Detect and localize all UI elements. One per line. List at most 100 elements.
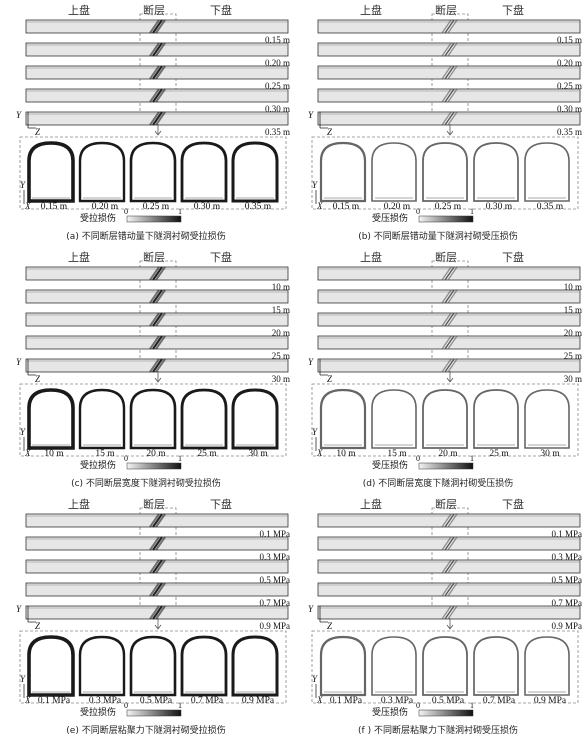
strip-value-label: 0.1 MPa xyxy=(259,529,290,539)
axis-y-label: Y xyxy=(16,604,22,614)
damage-streak xyxy=(155,111,166,126)
arrow-icon xyxy=(154,124,162,136)
axis-y-label: Y xyxy=(16,357,22,367)
legend-colorbar xyxy=(418,215,474,223)
axis-z-label: Z xyxy=(35,621,41,631)
legend-label: 受拉损伤 xyxy=(80,461,117,471)
strip-value-label: 0.9 MPa xyxy=(259,621,290,631)
axis-x-label: X xyxy=(317,448,323,458)
section-value-label: 0.25 m xyxy=(142,202,170,212)
tunnel-cross-section xyxy=(129,388,177,450)
damage-streak xyxy=(444,312,455,327)
strip-value-label: 0.3 MPa xyxy=(259,552,290,562)
damage-streak xyxy=(149,19,160,34)
cross-section-outline xyxy=(311,630,579,704)
tunnel-cross-section xyxy=(129,141,177,203)
axis-y-label: Y xyxy=(20,180,26,190)
legend-colorbar xyxy=(126,709,182,717)
damage-streak xyxy=(149,65,160,80)
tunnel-cross-section xyxy=(422,142,468,202)
arrow-icon xyxy=(154,618,162,630)
damage-streak xyxy=(155,536,166,551)
subfigure-drawing xyxy=(19,13,289,223)
tunnel-cross-section xyxy=(524,636,570,696)
tunnel-cross-section xyxy=(473,636,519,696)
tunnel-cross-section xyxy=(231,388,279,450)
strip-value-label: 0.3 MPa xyxy=(551,552,582,562)
legend-colorbar xyxy=(126,215,182,223)
damage-streak xyxy=(447,111,458,126)
legend-max: 1 xyxy=(470,454,474,463)
damage-streak xyxy=(152,358,163,373)
damage-streak xyxy=(447,358,458,373)
damage-streak xyxy=(447,42,458,57)
legend-max: 1 xyxy=(470,701,474,710)
subfigure-caption: (c) 不同断层宽度下隧洞衬砌受拉损伤 xyxy=(71,479,221,489)
damage-streak xyxy=(447,289,458,304)
header-hanging-wall: 上盘 xyxy=(68,251,90,264)
strip-value-label: 0.20 m xyxy=(556,58,582,68)
section-value-label: 0.15 m xyxy=(40,202,68,212)
axis-z-label: Z xyxy=(327,621,333,631)
axis-y-label: Y xyxy=(312,180,318,190)
damage-streak xyxy=(444,358,455,373)
tunnel-cross-section xyxy=(231,635,279,697)
damage-streak xyxy=(149,513,160,528)
strip-value-label: 0.7 MPa xyxy=(259,598,290,608)
damage-streak xyxy=(149,335,160,350)
section-value-label: 0.20 m xyxy=(383,202,411,212)
subfigure-f: 上盘 断层 下盘 0.1 MPa 0.3 MPa 0.5 MPa 0.7 MPa 0.9 MP… xyxy=(292,494,584,741)
header-hanging-wall: 上盘 xyxy=(68,4,90,17)
strip-value-label: 0.5 MPa xyxy=(551,575,582,585)
damage-streak xyxy=(441,335,452,350)
cross-section-outline xyxy=(19,630,287,704)
damage-streak xyxy=(444,19,455,34)
cross-section-outline xyxy=(19,383,287,457)
damage-streak xyxy=(149,111,160,126)
damage-streak xyxy=(444,42,455,57)
damage-streak xyxy=(441,65,452,80)
axis-y-label: Y xyxy=(308,357,314,367)
subfigure-drawing xyxy=(19,260,289,470)
section-value-label: 25 m xyxy=(197,449,217,459)
legend-max: 1 xyxy=(178,701,182,710)
subfigure-caption: (f ) 不同断层粘聚力下隧洞衬砌受压损伤 xyxy=(358,726,518,736)
axis-y-label: Y xyxy=(308,110,314,120)
damage-streak xyxy=(441,513,452,528)
tunnel-cross-section xyxy=(371,142,417,202)
damage-streak xyxy=(444,88,455,103)
strip-value-label: 10 m xyxy=(271,282,290,292)
header-footwall: 下盘 xyxy=(502,498,524,511)
axis-x-label: X xyxy=(25,201,31,211)
legend-max: 1 xyxy=(470,207,474,216)
tunnel-cross-section xyxy=(319,141,367,203)
damage-streak xyxy=(447,312,458,327)
section-value-label: 0.3 MPa xyxy=(88,696,122,706)
strip-value-label: 0.30 m xyxy=(264,104,290,114)
section-value-label: 0.15 m xyxy=(332,202,360,212)
axis-x-label: X xyxy=(317,201,323,211)
tunnel-cross-section xyxy=(78,635,126,697)
damage-streak xyxy=(447,513,458,528)
strip-value-label: 25 m xyxy=(563,351,582,361)
damage-streak xyxy=(155,19,166,34)
damage-streak xyxy=(447,536,458,551)
legend-min: 0 xyxy=(124,454,128,463)
header-footwall: 下盘 xyxy=(502,251,524,264)
axis-y-label: Y xyxy=(16,110,22,120)
strip-value-label: 0.15 m xyxy=(264,35,290,45)
subfigure-caption: (d) 不同断层宽度下隧洞衬砌受压损伤 xyxy=(362,479,514,489)
damage-streak xyxy=(444,266,455,281)
damage-streak xyxy=(152,335,163,350)
legend-label: 受压损伤 xyxy=(372,461,409,471)
strip-value-label: 0.1 MPa xyxy=(551,529,582,539)
damage-streak xyxy=(155,582,166,597)
tunnel-cross-section xyxy=(473,389,519,449)
axis-x-label: X xyxy=(25,448,31,458)
subfigure-caption: (b) 不同断层错动量下隧洞衬砌受压损伤 xyxy=(358,232,518,242)
tunnel-cross-section xyxy=(524,389,570,449)
damage-streak xyxy=(447,65,458,80)
damage-streak xyxy=(441,358,452,373)
damage-streak xyxy=(441,111,452,126)
arrow-icon xyxy=(154,371,162,383)
